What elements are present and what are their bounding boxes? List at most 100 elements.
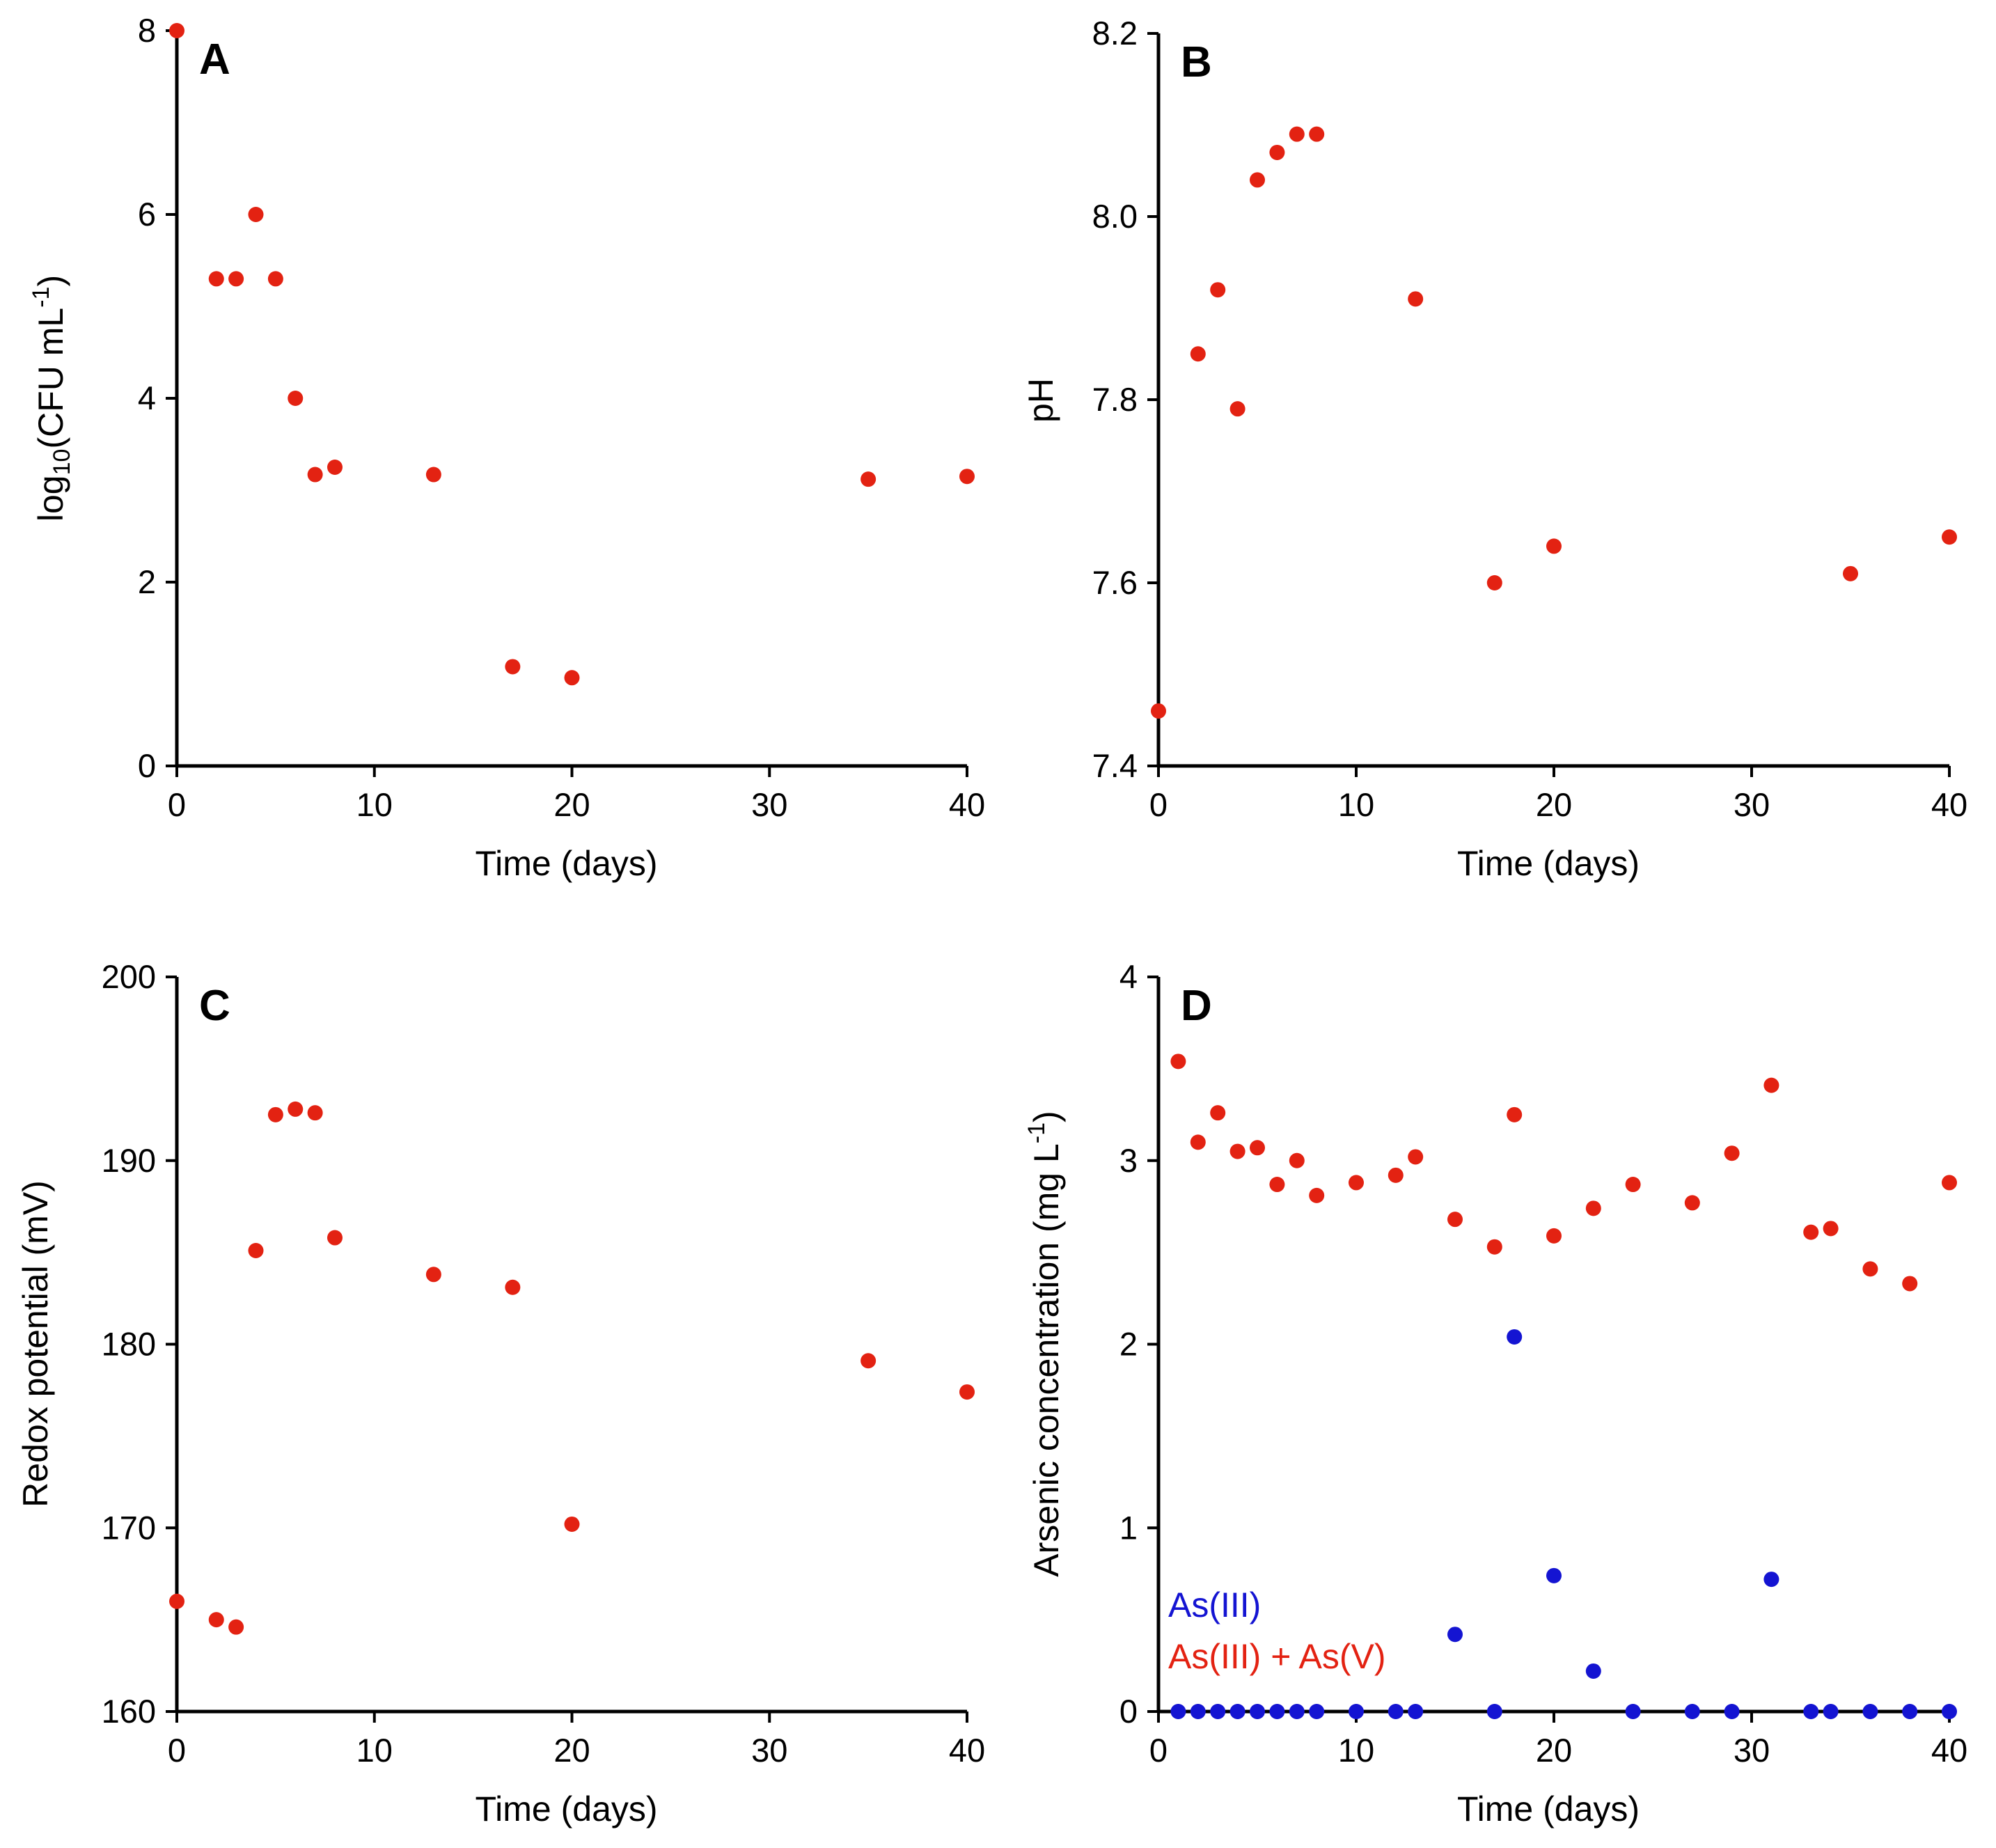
data-point [1724, 1704, 1740, 1719]
series-log10-cfu-ml-1 [169, 23, 975, 686]
x-tick-label: 10 [1338, 786, 1374, 823]
data-point [307, 467, 323, 483]
y-tick-label: 4 [138, 379, 156, 416]
panel-B: 0 10 20 30 40 7.4 7.6 7.8 8.0 8.2 Time (days) pH B [1021, 15, 1967, 883]
data-point [861, 471, 877, 487]
data-point [1902, 1704, 1918, 1719]
panel-D: 0 10 20 30 40 0 1 2 3 4 Time (days) Arsenic concent… [1023, 958, 1967, 1829]
data-point [169, 1593, 184, 1609]
data-point [228, 1619, 244, 1635]
data-point [1269, 144, 1285, 160]
data-point [1408, 1704, 1424, 1719]
y-tick-label: 180 [102, 1326, 156, 1363]
data-point [1942, 1175, 1957, 1191]
y-tick-label: 200 [102, 958, 156, 995]
data-point [1724, 1145, 1740, 1161]
data-point [1309, 1187, 1325, 1203]
data-point [1170, 1704, 1186, 1719]
data-point [1507, 1329, 1523, 1345]
data-point [1486, 1239, 1502, 1255]
panel-letter: C [199, 982, 230, 1030]
x-axis-title: Time (days) [1457, 844, 1640, 883]
x-tick-label: 30 [751, 1732, 787, 1769]
x-tick-label: 10 [356, 1732, 393, 1769]
y-axis-title-subscript: 10 [49, 449, 75, 476]
panel-letter: B [1181, 38, 1212, 86]
y-tick-label: 6 [138, 196, 156, 233]
x-tick-label: 30 [1734, 1732, 1770, 1769]
data-point [208, 271, 224, 287]
data-point [1546, 1567, 1562, 1583]
data-point [1250, 172, 1265, 188]
data-point [1388, 1704, 1404, 1719]
x-tick-label: 40 [1931, 1732, 1967, 1769]
y-tick-label: 4 [1119, 958, 1138, 995]
legend-entry: As(III) + As(V) [1168, 1637, 1386, 1676]
y-tick-label: 2 [138, 563, 156, 600]
data-point [1763, 1077, 1779, 1093]
y-axis-title-part: Arsenic concentration (mg L [1027, 1143, 1066, 1577]
y-tick-label: 7.4 [1092, 747, 1138, 784]
x-tick-label: 10 [356, 786, 393, 823]
x-axis-title: Time (days) [475, 844, 657, 883]
y-tick-label: 160 [102, 1693, 156, 1730]
data-point [1585, 1200, 1601, 1216]
data-point [169, 23, 184, 38]
data-point [1585, 1663, 1601, 1679]
y-tick-label: 7.6 [1092, 564, 1138, 601]
data-point [1942, 529, 1957, 545]
y-axis-title: pH [1021, 378, 1060, 423]
panel-C: 0 10 20 30 40 160 170 180 190 200 Time (days) Redox… [16, 958, 985, 1829]
series-ph [1151, 126, 1957, 719]
y-axis-title-part: (CFU mL [31, 308, 70, 449]
data-point [1151, 703, 1166, 719]
y-axis-title-part: ) [31, 275, 70, 287]
legend-entry: As(III) [1168, 1585, 1261, 1624]
panel-letter: D [1181, 982, 1212, 1030]
data-point [1229, 1704, 1245, 1719]
data-point [267, 1106, 283, 1122]
data-point [1210, 282, 1226, 298]
series-redox-potential-mv [169, 1101, 975, 1635]
y-axis-title-superscript: -1 [1023, 1122, 1050, 1143]
data-point [1210, 1105, 1226, 1121]
data-point [1408, 291, 1424, 307]
data-point [959, 469, 975, 485]
data-point [1902, 1276, 1918, 1292]
data-point [1408, 1149, 1424, 1165]
y-axis-title: Arsenic concentration (mg L-1) [1023, 1111, 1066, 1576]
data-point [248, 207, 264, 222]
y-tick-label: 1 [1119, 1509, 1138, 1546]
series-as-iii-as-v [1170, 1054, 1957, 1292]
data-point [1507, 1106, 1523, 1122]
data-point [288, 391, 304, 406]
data-point [1803, 1704, 1819, 1719]
x-tick-label: 0 [168, 786, 186, 823]
data-point [1486, 1704, 1502, 1719]
series-as-iii [1170, 1329, 1957, 1719]
x-tick-label: 40 [1931, 786, 1967, 823]
data-point [1823, 1221, 1839, 1237]
data-point [425, 467, 441, 483]
data-point [1803, 1224, 1819, 1240]
y-tick-label: 3 [1119, 1142, 1138, 1179]
data-point [1388, 1167, 1404, 1183]
data-point [327, 1230, 343, 1246]
data-point [1229, 401, 1245, 417]
x-tick-label: 30 [1734, 786, 1770, 823]
data-point [1269, 1704, 1285, 1719]
data-point [1823, 1704, 1839, 1719]
data-point [1684, 1704, 1700, 1719]
data-point [248, 1242, 264, 1258]
data-point [1447, 1212, 1463, 1228]
data-point [861, 1353, 877, 1369]
x-tick-label: 20 [553, 1732, 590, 1769]
data-point [505, 659, 521, 675]
x-tick-label: 0 [168, 1732, 186, 1769]
data-point [1309, 1704, 1325, 1719]
x-tick-label: 20 [1536, 1732, 1572, 1769]
x-tick-label: 40 [949, 1732, 985, 1769]
x-tick-label: 20 [553, 786, 590, 823]
